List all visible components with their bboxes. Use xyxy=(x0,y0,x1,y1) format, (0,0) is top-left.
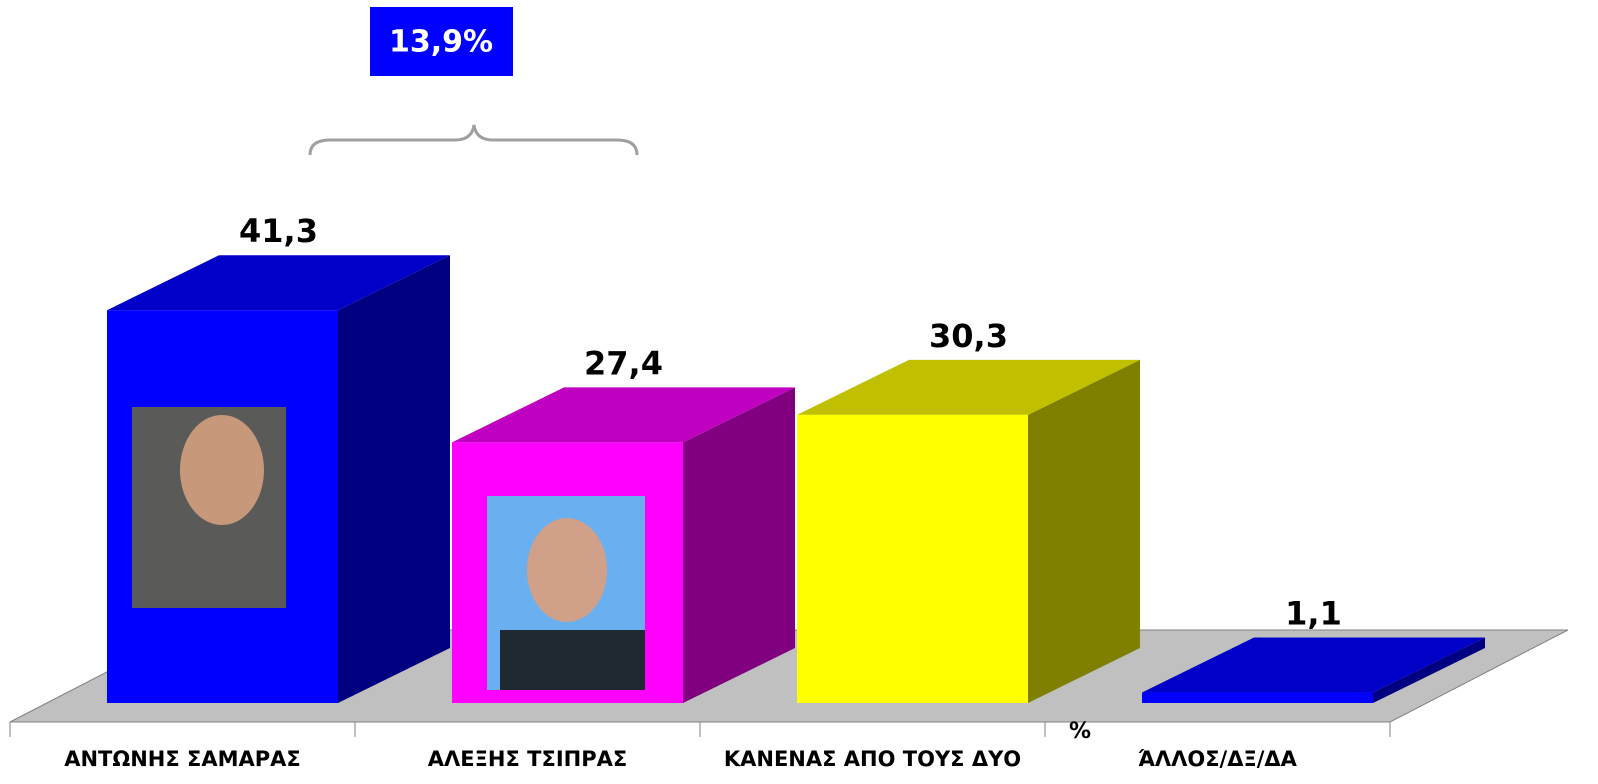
bar xyxy=(1142,693,1373,703)
chart: 13,9% % 41,3 ΑΝΤΩΝΗΣ ΣΑΜΑΡΑΣ 27,4 ΑΛΕΞΗΣ ΤΣ… xyxy=(0,0,1598,784)
value-label: 27,4 xyxy=(584,344,663,382)
x-tick-label: ΚΑΝΕΝΑΣ ΑΠΟ ΤΟΥΣ ΔΥΟ xyxy=(724,747,1021,771)
photo-face xyxy=(180,415,264,525)
bar-side xyxy=(338,255,450,703)
brace xyxy=(310,125,637,155)
x-tick-label: ΑΝΤΩΝΗΣ ΣΑΜΑΡΑΣ xyxy=(64,747,301,771)
value-label: 1,1 xyxy=(1285,595,1342,633)
value-label: 41,3 xyxy=(239,212,318,250)
x-tick-label: ΆΛΛΟΣ/ΔΞ/ΔΑ xyxy=(1138,747,1298,771)
x-tick-label: ΑΛΕΞΗΣ ΤΣΙΠΡΑΣ xyxy=(428,747,627,771)
photo-shirt xyxy=(500,630,645,690)
photo-face xyxy=(527,518,607,622)
bar-side xyxy=(1028,360,1140,703)
y-axis-label: % xyxy=(1069,719,1091,744)
annotation: 13,9% xyxy=(389,25,493,60)
value-label: 30,3 xyxy=(929,317,1008,355)
bar xyxy=(797,415,1028,703)
bar-side xyxy=(683,387,795,703)
